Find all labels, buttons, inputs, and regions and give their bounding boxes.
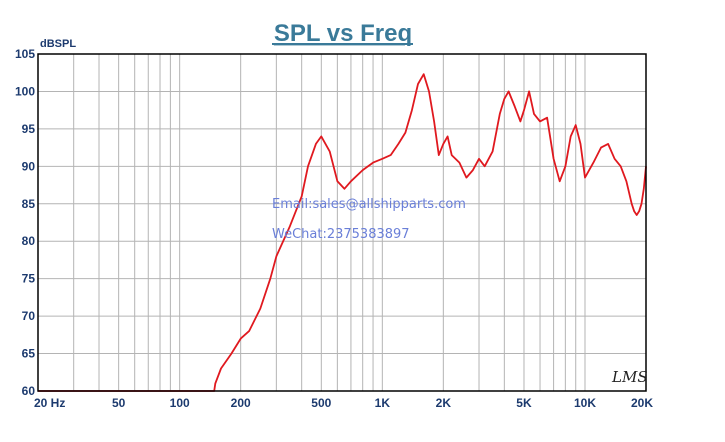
y-tick-label: 105 — [15, 47, 35, 61]
watermark-wechat: WeChat:2375383897 — [272, 227, 410, 242]
x-tick-label: 100 — [170, 396, 190, 410]
x-tick-label: 1K — [375, 396, 391, 410]
y-tick-label: 70 — [22, 309, 36, 323]
chart-title: SPL vs Freq — [274, 20, 412, 47]
y-tick-label: 65 — [22, 347, 36, 361]
y-tick-label: 90 — [22, 159, 36, 173]
y-tick-label: 85 — [22, 197, 36, 211]
x-tick-label: 500 — [311, 396, 331, 410]
x-tick-label: 20 Hz — [34, 396, 65, 410]
grid-lines — [38, 54, 646, 391]
y-tick-label: 95 — [22, 122, 36, 136]
lms-signature: LMS — [611, 368, 648, 386]
y-tick-label: 75 — [22, 272, 36, 286]
x-tick-label: 10K — [574, 396, 596, 410]
x-tick-label: 20K — [631, 396, 653, 410]
x-tick-label: 2K — [436, 396, 452, 410]
x-tick-labels: 20 Hz 50 100 200 500 1K 2K 5K 10K 20K — [34, 396, 653, 410]
spl-series-line — [38, 73, 647, 392]
x-tick-label: 5K — [516, 396, 532, 410]
frequency-response-curve — [38, 73, 647, 392]
plot-area — [38, 54, 646, 391]
plot-frame — [37, 53, 647, 392]
y-axis-label: dBSPL — [40, 38, 76, 50]
watermark-email: Email:sales@allshipparts.com — [272, 197, 466, 212]
x-tick-label: 200 — [231, 396, 251, 410]
y-tick-labels: 105 100 95 90 85 80 75 70 65 60 — [15, 47, 35, 398]
y-tick-label: 80 — [22, 234, 36, 248]
y-tick-label: 60 — [22, 384, 36, 398]
x-tick-label: 50 — [112, 396, 126, 410]
y-tick-label: 100 — [15, 84, 35, 98]
